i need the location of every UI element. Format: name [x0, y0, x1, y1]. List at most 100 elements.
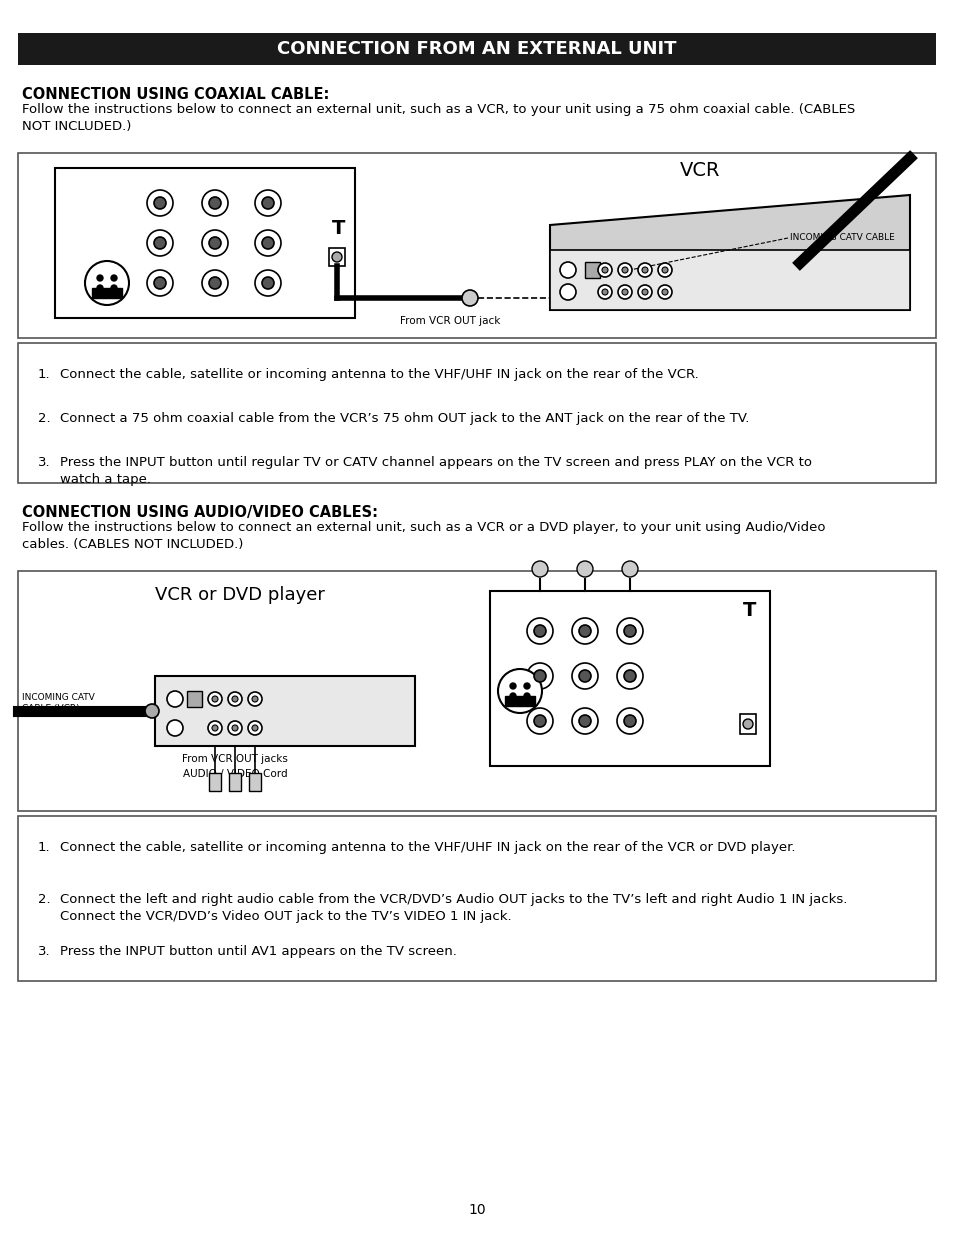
Circle shape — [153, 277, 166, 289]
Circle shape — [252, 725, 257, 731]
Circle shape — [147, 230, 172, 256]
Circle shape — [532, 561, 547, 577]
Bar — [490, 592, 769, 766]
Circle shape — [208, 721, 222, 735]
Circle shape — [534, 625, 545, 637]
Circle shape — [510, 693, 516, 699]
Bar — [550, 249, 909, 310]
Circle shape — [262, 198, 274, 209]
Circle shape — [97, 285, 103, 291]
Circle shape — [559, 262, 576, 278]
Circle shape — [523, 693, 530, 699]
Circle shape — [618, 285, 631, 299]
Text: CONNECTION USING COAXIAL CABLE:: CONNECTION USING COAXIAL CABLE: — [22, 86, 329, 103]
Circle shape — [621, 289, 627, 295]
Bar — [154, 676, 415, 746]
Circle shape — [254, 270, 281, 296]
Circle shape — [598, 285, 612, 299]
Circle shape — [623, 671, 636, 682]
Circle shape — [262, 277, 274, 289]
Circle shape — [461, 290, 477, 306]
Text: 3.: 3. — [38, 456, 51, 469]
Text: Press the INPUT button until regular TV or CATV channel appears on the TV screen: Press the INPUT button until regular TV … — [60, 456, 811, 487]
Bar — [187, 692, 202, 706]
Bar — [18, 153, 935, 338]
Circle shape — [617, 663, 642, 689]
Text: VCR or DVD player: VCR or DVD player — [155, 585, 325, 604]
Circle shape — [601, 289, 607, 295]
Circle shape — [510, 683, 516, 689]
Text: 1.: 1. — [38, 841, 51, 853]
Circle shape — [617, 618, 642, 643]
Circle shape — [202, 190, 228, 216]
Circle shape — [638, 263, 651, 277]
Text: 1.: 1. — [38, 368, 51, 382]
Circle shape — [578, 671, 590, 682]
Bar — [209, 773, 221, 790]
Text: T: T — [742, 601, 756, 620]
Circle shape — [111, 275, 117, 282]
Text: INCOMING CATV CABLE: INCOMING CATV CABLE — [789, 233, 894, 242]
Text: 2.: 2. — [38, 412, 51, 425]
Bar — [18, 816, 935, 981]
Text: From VCR OUT jack: From VCR OUT jack — [399, 316, 499, 326]
Text: VCR: VCR — [679, 161, 720, 180]
Text: CONNECTION FROM AN EXTERNAL UNIT: CONNECTION FROM AN EXTERNAL UNIT — [277, 40, 676, 58]
Circle shape — [623, 625, 636, 637]
Circle shape — [661, 267, 667, 273]
Text: 2.: 2. — [38, 893, 51, 906]
Circle shape — [617, 708, 642, 734]
Circle shape — [572, 618, 598, 643]
Circle shape — [577, 561, 593, 577]
Circle shape — [534, 715, 545, 727]
Circle shape — [621, 561, 638, 577]
Circle shape — [578, 715, 590, 727]
Circle shape — [526, 708, 553, 734]
Text: CONNECTION USING AUDIO/VIDEO CABLES:: CONNECTION USING AUDIO/VIDEO CABLES: — [22, 505, 377, 520]
Circle shape — [153, 198, 166, 209]
Bar — [740, 714, 755, 734]
Text: 3.: 3. — [38, 945, 51, 958]
Circle shape — [228, 692, 242, 706]
Text: AUDIO / VIDEO Cord: AUDIO / VIDEO Cord — [182, 769, 287, 779]
Circle shape — [658, 263, 671, 277]
Circle shape — [202, 270, 228, 296]
Circle shape — [208, 692, 222, 706]
Text: Follow the instructions below to connect an external unit, such as a VCR, to you: Follow the instructions below to connect… — [22, 103, 854, 133]
Circle shape — [658, 285, 671, 299]
Bar — [584, 262, 599, 278]
Circle shape — [209, 277, 221, 289]
Circle shape — [526, 618, 553, 643]
Circle shape — [97, 275, 103, 282]
Circle shape — [523, 683, 530, 689]
Bar — [18, 343, 935, 483]
Circle shape — [572, 663, 598, 689]
Circle shape — [262, 237, 274, 249]
Circle shape — [111, 285, 117, 291]
Circle shape — [147, 270, 172, 296]
Circle shape — [661, 289, 667, 295]
Circle shape — [153, 237, 166, 249]
Circle shape — [248, 692, 262, 706]
Circle shape — [621, 267, 627, 273]
Circle shape — [85, 261, 129, 305]
Circle shape — [559, 284, 576, 300]
Circle shape — [209, 198, 221, 209]
Circle shape — [578, 625, 590, 637]
Circle shape — [252, 697, 257, 701]
Circle shape — [641, 267, 647, 273]
Circle shape — [248, 721, 262, 735]
Circle shape — [145, 704, 159, 718]
Circle shape — [228, 721, 242, 735]
Circle shape — [167, 720, 183, 736]
Circle shape — [742, 719, 752, 729]
Bar — [55, 168, 355, 317]
Polygon shape — [550, 195, 909, 310]
Circle shape — [572, 708, 598, 734]
Text: From VCR OUT jacks: From VCR OUT jacks — [182, 755, 288, 764]
Circle shape — [232, 725, 237, 731]
Bar — [91, 288, 122, 298]
Bar — [18, 571, 935, 811]
Bar — [249, 773, 261, 790]
Circle shape — [534, 671, 545, 682]
